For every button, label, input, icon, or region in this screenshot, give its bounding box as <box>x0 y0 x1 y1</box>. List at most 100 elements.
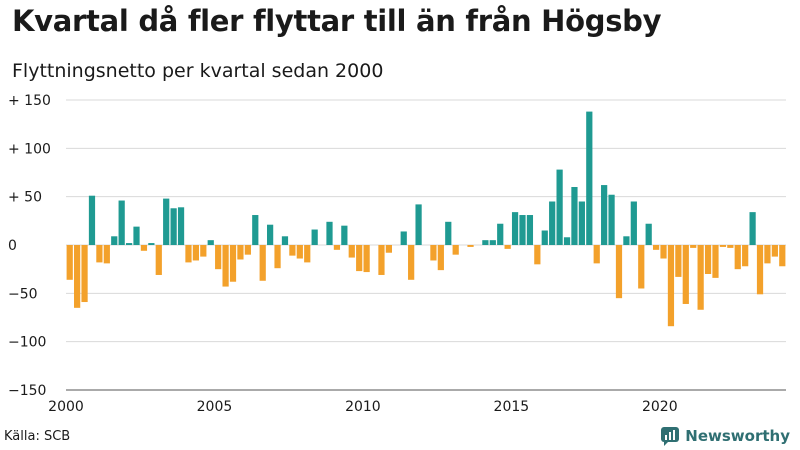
bar <box>207 240 214 245</box>
bar <box>341 225 348 245</box>
bar <box>749 212 756 245</box>
bar <box>549 201 556 245</box>
bar <box>215 245 222 270</box>
bar <box>556 169 563 245</box>
bar <box>526 215 534 245</box>
bar <box>511 212 519 245</box>
bar <box>519 215 526 245</box>
bar <box>712 245 719 278</box>
y-tick-label: −150 <box>8 383 46 399</box>
x-axis-tick-labels: 2000 2005 2010 2015 2020 <box>48 399 677 415</box>
bar <box>667 245 675 327</box>
bar <box>578 201 585 245</box>
bar <box>267 224 274 245</box>
bar <box>259 245 266 281</box>
y-tick-label: 0 <box>8 238 17 254</box>
bar <box>563 237 571 245</box>
bar <box>764 245 771 264</box>
bar <box>504 245 511 249</box>
bar <box>140 245 148 251</box>
bar <box>660 245 667 259</box>
bar <box>645 223 652 245</box>
x-tick-label: 2005 <box>197 399 233 415</box>
bar <box>779 245 786 267</box>
bar <box>489 240 496 245</box>
y-tick-label: + 50 <box>8 190 42 206</box>
bar <box>638 245 645 289</box>
bar <box>615 245 623 299</box>
bar <box>81 245 88 303</box>
bar <box>534 245 541 265</box>
bar <box>237 245 244 260</box>
y-tick-label: −50 <box>8 286 38 302</box>
y-tick-label: −100 <box>8 335 46 351</box>
bar <box>185 245 192 263</box>
bar <box>400 231 407 245</box>
bar <box>630 201 637 245</box>
bar <box>719 245 727 247</box>
bar <box>690 245 697 248</box>
bar <box>601 185 608 245</box>
bar <box>571 187 578 245</box>
bar <box>541 230 548 245</box>
y-axis-tick-labels: + 150 + 100 + 50 0 −50 −100 −150 <box>8 93 51 399</box>
bar <box>356 245 363 272</box>
newsworthy-icon <box>661 427 680 446</box>
bar <box>281 236 289 245</box>
bar <box>326 221 333 245</box>
bar <box>704 245 712 274</box>
bar <box>445 221 452 245</box>
bar <box>415 204 422 245</box>
y-tick-label: + 150 <box>8 93 51 109</box>
bar <box>66 245 73 280</box>
bar <box>467 245 474 247</box>
bar <box>274 245 281 269</box>
bar <box>482 240 489 245</box>
source-note: Källa: SCB <box>4 429 71 444</box>
bar <box>734 245 741 270</box>
bar <box>155 245 162 275</box>
bar <box>697 245 704 310</box>
bar <box>333 245 341 250</box>
bar <box>593 245 600 264</box>
chart-subtitle: Flyttningsnetto per kvartal sedan 2000 <box>12 60 384 82</box>
bar <box>289 245 296 256</box>
x-tick-label: 2020 <box>642 399 678 415</box>
bar <box>103 245 110 264</box>
bar <box>675 245 682 277</box>
bar <box>497 223 504 245</box>
bar <box>222 245 229 287</box>
bar <box>727 245 734 248</box>
bar <box>348 245 355 258</box>
bars <box>66 111 786 327</box>
bar <box>623 236 630 245</box>
bar <box>125 243 133 245</box>
bar <box>163 198 170 245</box>
bar <box>652 245 660 250</box>
bar <box>96 245 103 263</box>
bar <box>385 245 392 253</box>
y-tick-label: + 100 <box>8 141 51 157</box>
bar <box>311 229 318 245</box>
bar <box>88 195 96 245</box>
bar <box>111 236 118 245</box>
bar <box>200 245 207 257</box>
bar <box>682 245 689 304</box>
x-tick-label: 2000 <box>48 399 84 415</box>
bar <box>296 245 303 259</box>
bar <box>304 245 311 263</box>
x-tick-label: 2015 <box>494 399 530 415</box>
x-tick-label: 2010 <box>345 399 381 415</box>
newsworthy-logo[interactable]: Newsworthy <box>660 426 790 446</box>
bar <box>378 245 385 275</box>
bar <box>452 245 459 255</box>
chart-title: Kvartal då fler flyttar till än från Hög… <box>12 4 662 38</box>
bar <box>148 243 155 245</box>
bar <box>252 215 259 245</box>
bar <box>608 194 615 245</box>
bar <box>244 245 251 255</box>
bar <box>363 245 370 273</box>
bar-chart: + 150+ 100+ 500−50−100−150 2000 2005 2010 2… <box>8 93 786 415</box>
bar <box>586 111 593 245</box>
bar <box>437 245 444 271</box>
